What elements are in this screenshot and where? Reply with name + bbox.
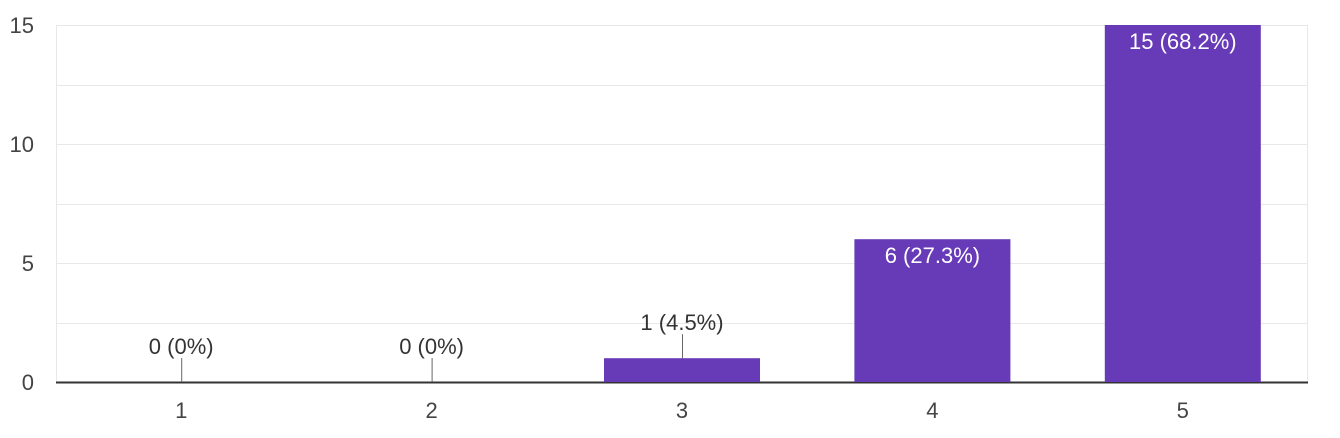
- data-label: 1 (4.5%): [640, 310, 723, 335]
- x-tick-label: 1: [175, 398, 187, 423]
- y-tick-label: 0: [22, 370, 34, 395]
- data-label: 6 (27.3%): [885, 243, 980, 268]
- grid-lines: [56, 25, 1308, 384]
- x-tick-label: 5: [1177, 398, 1189, 423]
- bar: [1104, 25, 1261, 382]
- bars: [604, 25, 1261, 382]
- x-tick-label: 2: [425, 398, 437, 423]
- bar: [854, 239, 1011, 382]
- data-label: 15 (68.2%): [1129, 29, 1237, 54]
- y-tick-label: 15: [10, 13, 34, 38]
- data-label: 0 (0%): [149, 334, 214, 359]
- y-tick-label: 5: [22, 251, 34, 276]
- bar: [604, 358, 760, 382]
- y-tick-label: 10: [10, 132, 34, 157]
- y-axis-tick-labels: 0 5 10 15: [10, 13, 34, 395]
- x-tick-label: 3: [676, 398, 688, 423]
- x-tick-label: 4: [926, 398, 938, 423]
- x-axis-tick-labels: 1 2 3 4 5: [175, 398, 1189, 423]
- data-labels: 0 (0%) 0 (0%) 1 (4.5%) 6 (27.3%) 15 (68.2%): [149, 29, 1237, 382]
- data-label: 0 (0%): [399, 334, 464, 359]
